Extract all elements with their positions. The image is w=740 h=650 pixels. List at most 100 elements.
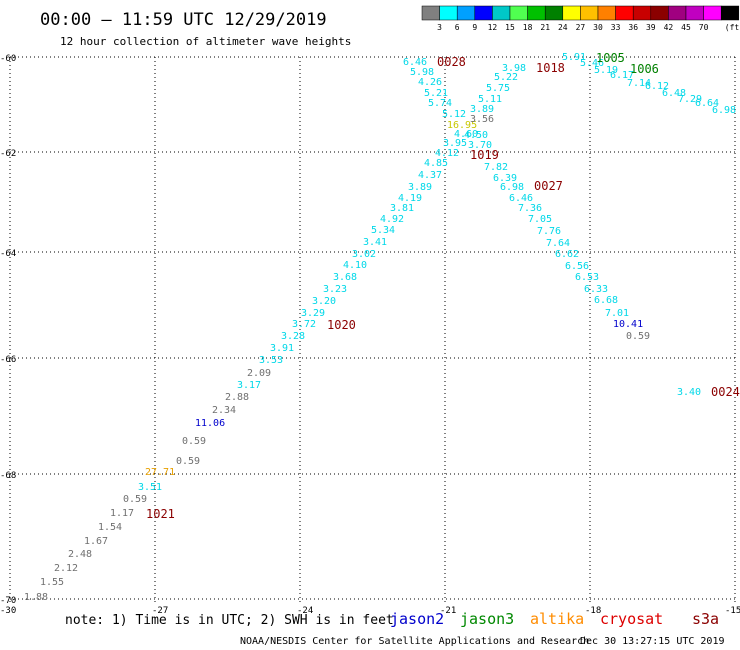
- wave-height-value: 2.34: [212, 405, 236, 416]
- wave-height-value: 1.54: [98, 522, 122, 533]
- lon-tick-label: -15: [725, 606, 740, 616]
- wave-height-value: 5.11: [478, 94, 502, 105]
- wave-height-value: 3.70: [468, 140, 492, 151]
- satellite-legend-label: altika: [530, 610, 584, 628]
- wave-height-value: 5.34: [371, 225, 395, 236]
- page-title: 00:00 – 11:59 UTC 12/29/2019: [40, 10, 327, 30]
- legend-swatch: [632, 5, 652, 21]
- legend-tick-label: 42: [664, 23, 674, 32]
- wave-height-value: 6.39: [493, 173, 517, 184]
- lat-tick-label: -66: [0, 355, 16, 365]
- lat-tick-label: -60: [0, 54, 16, 64]
- wave-height-value: 6.17: [610, 70, 634, 81]
- legend-swatch: [668, 5, 687, 21]
- wave-height-value: 6.56: [565, 261, 589, 272]
- wave-height-value: 5.19: [594, 65, 618, 76]
- legend-tick-label: 3: [437, 23, 442, 32]
- wave-height-value: 0.59: [182, 436, 206, 447]
- pass-id-label: 0024: [711, 385, 740, 399]
- legend-tick-label: 27: [576, 23, 586, 32]
- legend-swatch: [562, 5, 581, 21]
- legend-tick-label: 18: [523, 23, 533, 32]
- wave-height-value: 10.41: [613, 319, 643, 330]
- wave-height-value: 7.05: [528, 214, 552, 225]
- wave-height-value: 1.17: [110, 508, 134, 519]
- pass-id-label: 1005: [596, 51, 625, 65]
- legend-swatch: [474, 5, 493, 21]
- axis-labels: -60 -62 -64 -66 -68 -70-30 -27 -24 -21 -18 -15: [0, 54, 740, 616]
- legend-swatch: [509, 5, 528, 21]
- pass-id-label: 1018: [536, 61, 565, 75]
- wave-height-value: 6.12: [645, 81, 669, 92]
- wave-height-value: 5.91: [562, 52, 586, 63]
- wave-height-value: 4.85: [424, 158, 448, 169]
- wave-height-value: 4.50: [464, 130, 488, 141]
- wave-height-value: 3.72: [292, 319, 316, 330]
- satellite-legend: jason2 jason3 altika cryosat s3a: [390, 610, 719, 628]
- wave-height-value: 4.37: [418, 170, 442, 181]
- wave-height-value: 27.71: [145, 467, 175, 478]
- wave-height-value: 5.74: [428, 98, 452, 109]
- footer-note: note: 1) Time is in UTC; 2) SWH is in fe…: [65, 613, 394, 628]
- wave-height-value: 4.19: [398, 193, 422, 204]
- wave-height-labels: 6.465.984.265.215.745.1216.954.603.954.1…: [24, 52, 736, 603]
- lat-tick-label: -64: [0, 249, 16, 259]
- wave-height-value: 5.46: [580, 58, 604, 69]
- pass-id-label: 1006: [630, 62, 659, 76]
- wave-height-value: 6.98: [500, 182, 524, 193]
- wave-height-value: 11.06: [195, 418, 225, 429]
- wave-height-value: 3.53: [259, 355, 283, 366]
- lat-tick-label: -70: [0, 596, 16, 606]
- wave-height-value: 3.29: [301, 308, 325, 319]
- wave-height-value: 3.95: [443, 138, 467, 149]
- wave-height-value: 2.12: [54, 563, 78, 574]
- wave-height-value: 6.62: [555, 249, 579, 260]
- graticule: [9, 56, 736, 603]
- wave-height-value: 7.29: [678, 94, 702, 105]
- legend-tick-label: 12: [488, 23, 498, 32]
- wave-height-value: 3.98: [502, 63, 526, 74]
- legend-tick-label: 36: [628, 23, 638, 32]
- pass-id-labels: 0028 1018 1005 1006 1019 0027 1020 1021 0024: [146, 51, 740, 521]
- wave-height-value: 0.59: [626, 331, 650, 342]
- wave-height-value: 0.59: [176, 456, 200, 467]
- wave-height-value: 3.02: [352, 249, 376, 260]
- wave-height-value: 6.33: [584, 284, 608, 295]
- legend-swatch: [685, 5, 704, 21]
- credit-text: NOAA/NESDIS Center for Satellite Applica…: [240, 636, 589, 647]
- wave-height-value: 0.59: [123, 494, 147, 505]
- wave-height-value: 6.68: [594, 295, 618, 306]
- wave-height-value: 7.14: [627, 78, 651, 89]
- wave-height-value: 3.89: [408, 182, 432, 193]
- wave-height-value: 4.92: [380, 214, 404, 225]
- wave-height-value: 3.41: [363, 237, 387, 248]
- wave-height-value: 3.89: [470, 104, 494, 115]
- legend-tick-label: 21: [540, 23, 550, 32]
- legend-swatch: [527, 5, 546, 21]
- wave-height-value: 4.60: [454, 129, 478, 140]
- wave-height-value: 3.40: [677, 387, 701, 398]
- legend-tick-label: 30: [593, 23, 603, 32]
- wave-height-value: 2.48: [68, 549, 92, 560]
- lon-tick-label: -18: [585, 606, 601, 616]
- wave-height-value: 3.51: [138, 482, 162, 493]
- lon-tick-label: -24: [297, 606, 313, 616]
- wave-height-value: 3.17: [237, 380, 261, 391]
- legend-tick-label: 15: [505, 23, 515, 32]
- wave-height-value: 5.21: [424, 88, 448, 99]
- wave-height-value: 6.48: [662, 88, 686, 99]
- satellite-legend-label: s3a: [692, 610, 719, 628]
- wave-height-value: 4.26: [418, 77, 442, 88]
- wave-height-value: 16.95: [447, 120, 477, 131]
- wave-height-value: 6.53: [575, 272, 599, 283]
- legend-swatch: [421, 5, 440, 21]
- wave-height-value: 2.88: [225, 392, 249, 403]
- legend-tick-label: 39: [646, 23, 656, 32]
- legend-swatch: [703, 5, 722, 21]
- legend-swatch: [650, 5, 669, 21]
- wave-height-value: 3.56: [470, 114, 494, 125]
- wave-height-value: 6.46: [509, 193, 533, 204]
- wave-height-value: 3.91: [270, 343, 294, 354]
